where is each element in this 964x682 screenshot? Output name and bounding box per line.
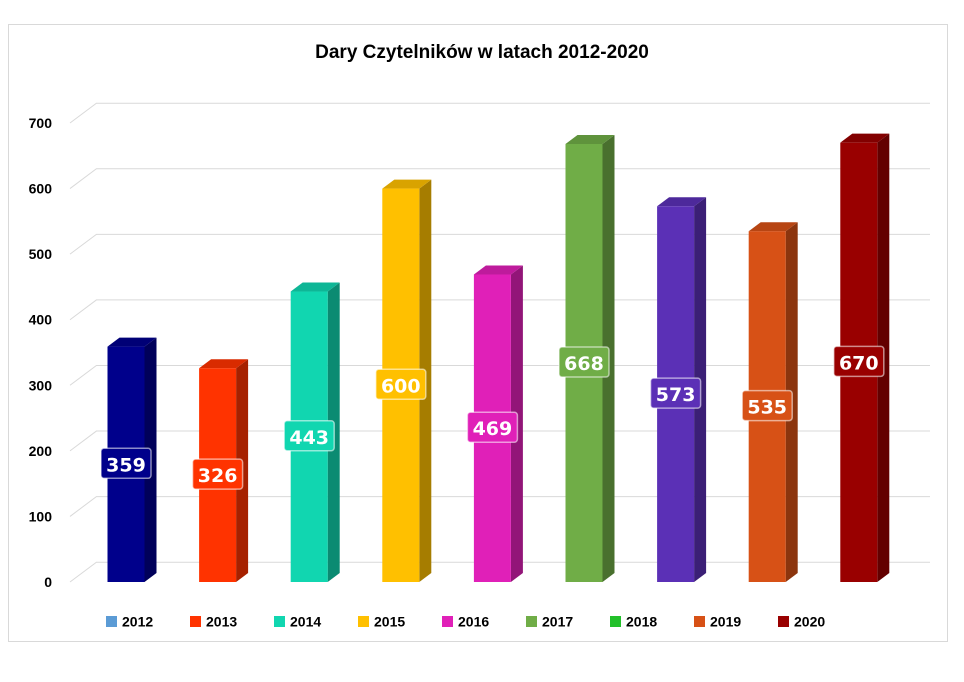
data-labels: 359 326 443 600 469 668 573 535 670 xyxy=(100,345,885,490)
data-label: 469 xyxy=(466,411,519,443)
y-tick-label: 600 xyxy=(29,181,53,197)
data-label: 600 xyxy=(375,368,427,401)
legend-item: 2018 xyxy=(610,614,657,630)
data-label-text: 443 xyxy=(289,427,329,449)
gridline xyxy=(69,430,930,452)
gridline xyxy=(69,299,930,321)
y-tick-label: 500 xyxy=(29,246,53,262)
data-label-text: 670 xyxy=(839,352,879,374)
gridlines xyxy=(69,102,930,583)
legend-swatch xyxy=(526,616,537,627)
bar-top xyxy=(748,222,798,232)
legend-item: 2019 xyxy=(694,614,741,630)
data-label-box xyxy=(741,389,793,422)
y-tick-label: 700 xyxy=(29,115,53,131)
bar-top xyxy=(840,133,890,143)
data-label: 443 xyxy=(283,420,335,452)
legend-swatch xyxy=(778,616,789,627)
data-label-box xyxy=(558,346,610,378)
legend-label: 2016 xyxy=(458,614,489,630)
legend-item: 2012 xyxy=(106,614,153,630)
legend-swatch xyxy=(106,616,117,627)
legend: 2012 2013 2014 2015 2016 2017 2018 2019 2020 xyxy=(106,614,825,630)
gridline xyxy=(69,561,930,583)
legend-label: 2019 xyxy=(710,614,741,630)
legend-item: 2013 xyxy=(190,614,237,630)
data-label-text: 359 xyxy=(106,454,146,476)
legend-label: 2015 xyxy=(374,614,405,630)
legend-item: 2014 xyxy=(274,614,321,630)
data-label-box xyxy=(191,458,244,490)
legend-item: 2017 xyxy=(526,614,573,630)
bar-top xyxy=(473,265,523,275)
legend-swatch xyxy=(694,616,705,627)
legend-swatch xyxy=(274,616,285,627)
gridline xyxy=(69,496,930,517)
y-tick-label: 400 xyxy=(29,312,53,328)
data-label-box xyxy=(649,377,702,409)
data-label-text: 573 xyxy=(656,384,696,406)
data-label-box xyxy=(283,420,335,452)
legend-label: 2014 xyxy=(290,614,321,630)
bar-top xyxy=(107,337,157,347)
data-label-text: 469 xyxy=(473,418,513,440)
bars xyxy=(107,133,890,583)
legend-swatch xyxy=(358,616,369,627)
data-label: 326 xyxy=(191,458,244,490)
legend-label: 2020 xyxy=(794,614,825,630)
gridline xyxy=(69,233,930,255)
data-label-text: 600 xyxy=(381,375,421,397)
bar-top xyxy=(657,197,707,207)
y-axis-ticks: 0 100 200 300 400 500 600 700 xyxy=(29,115,53,590)
data-label-box xyxy=(375,368,427,401)
data-label: 359 xyxy=(100,447,152,480)
legend-label: 2018 xyxy=(626,614,657,630)
data-label-box xyxy=(466,411,519,443)
bar-top xyxy=(382,179,432,189)
legend-item: 2020 xyxy=(778,614,825,630)
y-tick-label: 300 xyxy=(29,377,53,393)
y-tick-label: 100 xyxy=(29,508,53,524)
legend-item: 2016 xyxy=(442,614,489,630)
bar-top xyxy=(565,134,615,144)
data-label: 668 xyxy=(558,346,610,378)
data-label-box xyxy=(100,447,152,480)
legend-swatch xyxy=(190,616,201,627)
chart-title: Dary Czytelników w latach 2012-2020 xyxy=(315,42,649,63)
gridline xyxy=(69,168,930,189)
data-label-text: 668 xyxy=(564,353,604,375)
gridline xyxy=(69,102,930,124)
data-label-text: 326 xyxy=(198,465,238,487)
legend-item: 2015 xyxy=(358,614,405,630)
bar-top xyxy=(290,282,340,292)
data-label-box xyxy=(833,345,885,378)
legend-label: 2012 xyxy=(122,614,153,630)
y-tick-label: 0 xyxy=(44,574,52,590)
data-label: 535 xyxy=(741,389,793,422)
y-tick-label: 200 xyxy=(29,443,53,459)
legend-swatch xyxy=(442,616,453,627)
data-label: 573 xyxy=(649,377,702,409)
bar-top xyxy=(199,359,249,369)
legend-label: 2013 xyxy=(206,614,237,630)
data-label: 670 xyxy=(833,345,885,378)
gridline xyxy=(69,364,930,386)
legend-label: 2017 xyxy=(542,614,573,630)
legend-swatch xyxy=(610,616,621,627)
data-label-text: 535 xyxy=(747,397,787,419)
